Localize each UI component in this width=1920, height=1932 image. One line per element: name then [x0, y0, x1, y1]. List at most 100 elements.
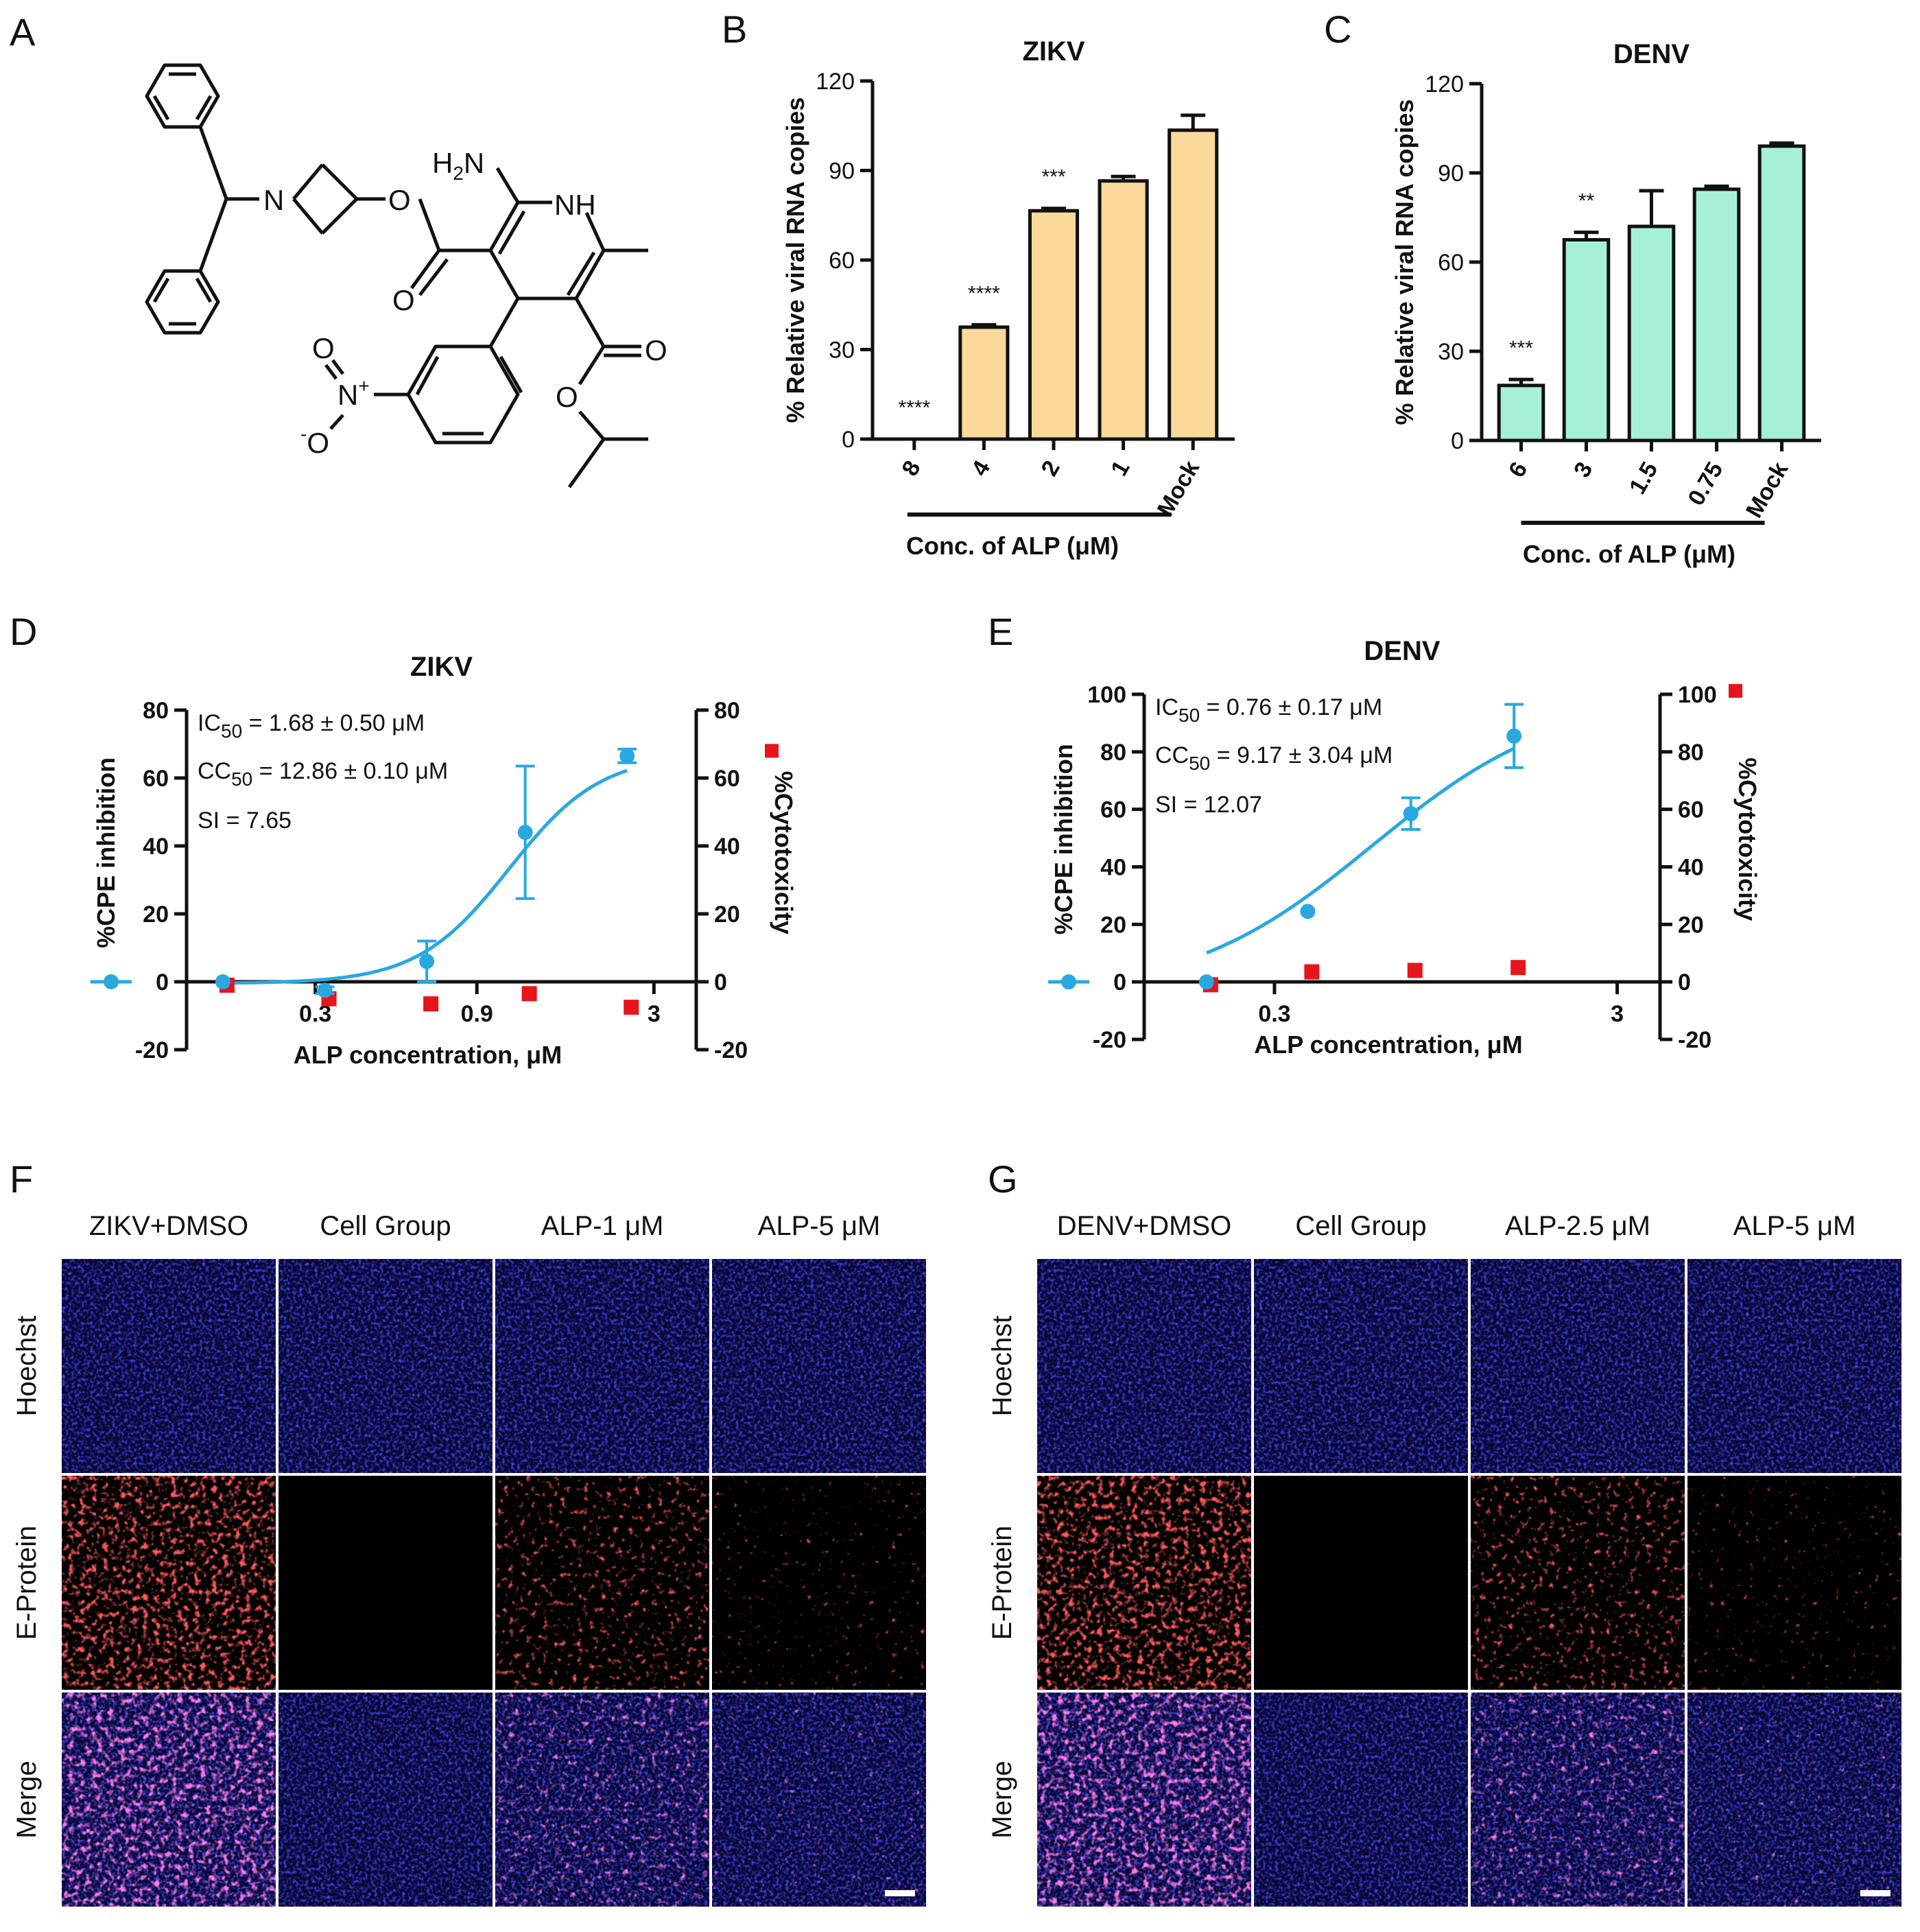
left-y-tick-label: -20 [135, 1037, 169, 1063]
cc50-annotation-part: 50 [231, 768, 252, 790]
panel-letter-a: A [10, 10, 36, 54]
category-label: 4 [967, 456, 995, 480]
category-label: Mock [1741, 458, 1793, 522]
cytotoxicity-point [1407, 963, 1423, 978]
cpe-point [619, 748, 635, 764]
e-protein-stain [1687, 1476, 1901, 1690]
merge-stain [495, 1693, 709, 1907]
micrograph-background [1254, 1476, 1468, 1690]
cpe-point [1403, 805, 1419, 821]
bar [958, 325, 1010, 441]
merge-stain [1687, 1693, 1901, 1907]
column-header: Cell Group [1295, 1211, 1426, 1241]
ic50-annotation-part: = 0.76 ± 0.17 μM [1200, 694, 1382, 720]
column-header: ALP-2.5 μM [1505, 1211, 1650, 1241]
legend-cytotoxicity-marker [765, 744, 779, 758]
ic50-annotation-part: IC [1155, 694, 1178, 720]
right-y-tick-label: -20 [1678, 1027, 1711, 1053]
y-tick-label: 60 [829, 248, 855, 274]
category-label: 1 [1106, 456, 1135, 480]
atom-label-nitro-ominus: -O [300, 423, 329, 459]
left-y-tick-label: 80 [143, 698, 169, 724]
cc50-annotation-part: = 9.17 ± 3.04 μM [1210, 742, 1392, 768]
micrograph-panel [1037, 1476, 1251, 1690]
left-y-axis-title: %CPE inhibition [1050, 744, 1078, 934]
significance-label: *** [1509, 337, 1533, 360]
micrograph-panel [712, 1259, 926, 1473]
micrograph-background [278, 1476, 493, 1690]
row-label: Hoechst [987, 1316, 1017, 1417]
micrograph-panel [1037, 1693, 1251, 1907]
category-label: 2 [1036, 456, 1065, 480]
atom-label-nitro-o: O [312, 332, 335, 364]
right-y-tick-label: 0 [714, 969, 727, 996]
x-tick-label: 3 [1611, 1001, 1624, 1027]
x-axis-title: Conc. of ALP (μM) [906, 532, 1119, 560]
left-y-axis-title: %CPE inhibition [92, 757, 120, 948]
legend-cytotoxicity-marker [1729, 684, 1742, 698]
e-protein-stain [1471, 1476, 1685, 1690]
cpe-point [1198, 974, 1214, 990]
bar [1497, 384, 1545, 443]
x-tick-label: 0.9 [461, 1001, 493, 1027]
e-protein-stain [1037, 1476, 1251, 1690]
y-axis-title: % Relative viral RNA copies [1390, 99, 1419, 425]
column-header: DENV+DMSO [1057, 1211, 1232, 1241]
micrograph-panel [1687, 1476, 1901, 1690]
nitrophenyl-ring [406, 344, 520, 445]
cpe-point [419, 954, 435, 969]
micrograph-panel [1254, 1259, 1468, 1473]
significance-label: **** [968, 282, 1000, 305]
chemical-structure [145, 63, 648, 488]
cc50-annotation: CC50 = 12.86 ± 0.10 μM [198, 758, 448, 790]
y-tick-label: 120 [816, 69, 855, 95]
column-header: Cell Group [320, 1211, 451, 1241]
atom-label-carbonyl-o2: O [645, 334, 667, 366]
cytotoxicity-point [521, 986, 537, 1002]
category-label: 8 [897, 456, 925, 480]
left-y-tick-label: -20 [1093, 1027, 1126, 1053]
scale-bar [885, 1890, 915, 1896]
y-tick-label: 60 [1438, 250, 1464, 276]
category-label: 0.75 [1683, 458, 1728, 510]
nuclei-stain [1471, 1259, 1685, 1473]
ic50-annotation-part: = 1.68 ± 0.50 μM [242, 710, 425, 736]
si-annotation: SI = 12.07 [1155, 792, 1262, 818]
y-tick-label: 90 [829, 158, 855, 185]
column-header: ZIKV+DMSO [89, 1211, 248, 1241]
ic50-annotation-part: 50 [1178, 705, 1200, 726]
atom-label-azetidine-n: N [263, 184, 284, 216]
micrograph-panel [495, 1476, 709, 1690]
cytotoxicity-point [423, 996, 439, 1012]
structure-atom-labels: H2N NH N O O O O O N+ -O [263, 147, 667, 459]
left-y-tick-label: 100 [1087, 682, 1126, 708]
micrograph-panel [62, 1476, 276, 1690]
right-y-tick-label: 40 [1678, 855, 1704, 881]
micrograph-panel [1687, 1259, 1901, 1473]
nuclei-stain [278, 1259, 493, 1473]
nuclei-stain [62, 1259, 276, 1473]
row-label: Merge [987, 1760, 1017, 1838]
right-y-tick-label: 0 [1678, 969, 1691, 996]
right-y-tick-label: 80 [714, 698, 740, 724]
fit-curve [222, 768, 628, 985]
cpe-point [1300, 904, 1316, 919]
atom-label-nitro-n: N+ [337, 375, 370, 411]
micrograph-panel [1471, 1476, 1685, 1690]
panel-letter-d: D [10, 610, 37, 653]
bar-chart-zikv: 0 30 60 90 120 **** 8 **** 4 *** 2 1 Mock ZIKV % Relat… [781, 36, 1235, 560]
chart-title: ZIKV [1022, 36, 1085, 67]
x-axis-title: ALP concentration, μM [1254, 1030, 1522, 1059]
right-y-tick-label: 60 [1678, 797, 1704, 823]
atom-label-nh: NH [554, 189, 596, 221]
column-header: ALP-5 μM [1733, 1211, 1856, 1241]
atom-label-h2n: H2N [432, 147, 484, 184]
cytotoxicity-point [624, 1000, 639, 1015]
micrograph-panel [278, 1259, 493, 1473]
merge-stain [712, 1693, 926, 1907]
right-y-tick-label: 100 [1678, 682, 1717, 708]
micrograph-panel [1471, 1693, 1685, 1907]
ic50-annotation-part: 50 [221, 720, 242, 742]
left-y-tick-label: 20 [1100, 912, 1126, 938]
